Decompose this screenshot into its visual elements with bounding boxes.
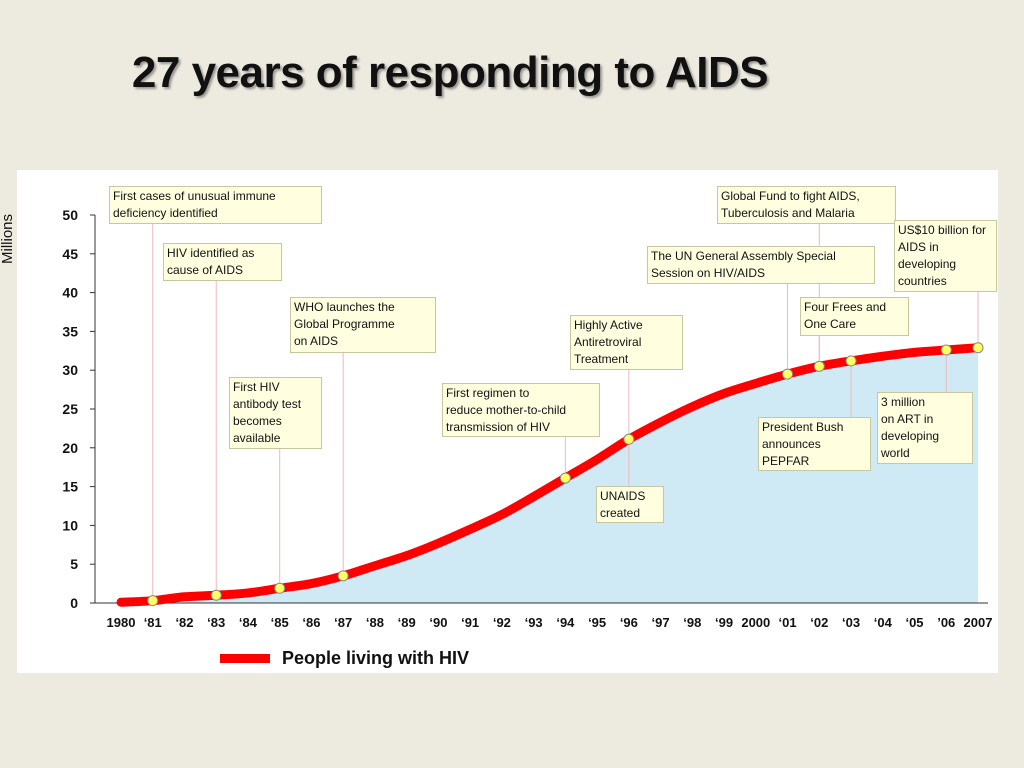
annotation-box: President Bush announces PEPFAR <box>758 417 871 471</box>
y-tick-label: 25 <box>62 401 78 417</box>
chart-legend: People living with HIV <box>220 646 469 670</box>
x-tick-label: ‘02 <box>810 615 828 630</box>
annotation-box: First cases of unusual immune deficiency… <box>109 186 322 224</box>
x-tick-label: ‘84 <box>239 615 258 630</box>
y-tick-label: 10 <box>62 517 78 533</box>
y-tick-label: 20 <box>62 440 78 456</box>
x-tick-label: ‘83 <box>207 615 225 630</box>
y-tick-label: 40 <box>62 285 78 301</box>
event-marker-dot <box>782 368 794 380</box>
x-tick-label: ’06 <box>937 615 955 630</box>
legend-swatch <box>220 653 270 663</box>
x-tick-label: ‘03 <box>842 615 860 630</box>
x-tick-label: ‘93 <box>525 615 543 630</box>
annotation-box: Global Fund to fight AIDS, Tuberculosis … <box>717 186 896 224</box>
event-marker-dot <box>559 472 571 484</box>
x-tick-label: ‘86 <box>302 615 320 630</box>
x-tick-label: ‘91 <box>461 615 479 630</box>
annotation-box: 3 million on ART in developing world <box>877 392 973 464</box>
x-tick-label: 2000 <box>741 615 770 630</box>
annotation-box: HIV identified as cause of AIDS <box>163 243 282 281</box>
annotation-box: First regimen to reduce mother-to-child … <box>442 383 600 437</box>
x-tick-label: 2007 <box>964 615 993 630</box>
y-axis-label: Millions <box>0 213 16 264</box>
event-marker-dot <box>623 433 635 445</box>
y-tick-label: 45 <box>62 246 78 262</box>
annotation-box: UNAIDS created <box>596 486 664 523</box>
x-tick-label: ‘01 <box>779 615 797 630</box>
annotation-box: First HIV antibody test becomes availabl… <box>229 377 322 449</box>
x-tick-label: ‘81 <box>144 615 162 630</box>
x-tick-label: ‘92 <box>493 615 511 630</box>
x-tick-label: ‘94 <box>556 615 575 630</box>
annotation-box: Four Frees and One Care <box>800 297 909 336</box>
y-tick-label: 5 <box>70 556 78 572</box>
event-marker-dot <box>274 582 286 594</box>
y-tick-label: 30 <box>62 362 78 378</box>
y-tick-label: 15 <box>62 479 78 495</box>
annotation-box: Highly Active Antiretroviral Treatment <box>570 315 683 370</box>
x-tick-label: ‘98 <box>683 615 701 630</box>
x-tick-label: ‘04 <box>874 615 893 630</box>
annotation-box: WHO launches the Global Programme on AID… <box>290 297 436 353</box>
x-tick-label: ‘89 <box>398 615 416 630</box>
x-tick-label: ‘96 <box>620 615 638 630</box>
y-tick-label: 35 <box>62 323 78 339</box>
x-tick-label: 1980 <box>107 615 136 630</box>
x-tick-label: ‘97 <box>652 615 670 630</box>
series-line-people-living-with-hiv <box>116 343 983 607</box>
annotation-box: US$10 billion for AIDS in developing cou… <box>894 220 997 292</box>
slide-title: 27 years of responding to AIDS <box>131 48 769 97</box>
y-tick-label: 0 <box>70 595 78 611</box>
event-marker-dot <box>337 570 349 582</box>
event-marker-dot <box>813 360 825 372</box>
x-tick-label: ‘95 <box>588 615 606 630</box>
x-tick-label: ‘05 <box>905 615 923 630</box>
event-marker-dot <box>940 344 952 356</box>
event-marker-dot <box>147 595 159 607</box>
event-marker-dot <box>845 355 857 367</box>
y-tick-label: 50 <box>62 207 78 223</box>
x-tick-label: ‘85 <box>271 615 289 630</box>
x-tick-label: ‘90 <box>429 615 447 630</box>
x-tick-label: ‘99 <box>715 615 733 630</box>
x-tick-label: ‘82 <box>175 615 193 630</box>
x-tick-label: ‘88 <box>366 615 384 630</box>
event-marker-dot <box>210 589 222 601</box>
legend-label: People living with HIV <box>282 647 470 668</box>
area-fill <box>121 347 978 603</box>
event-marker-dot <box>972 342 984 354</box>
annotation-box: The UN General Assembly Special Session … <box>647 246 875 284</box>
x-tick-label: ‘87 <box>334 615 352 630</box>
